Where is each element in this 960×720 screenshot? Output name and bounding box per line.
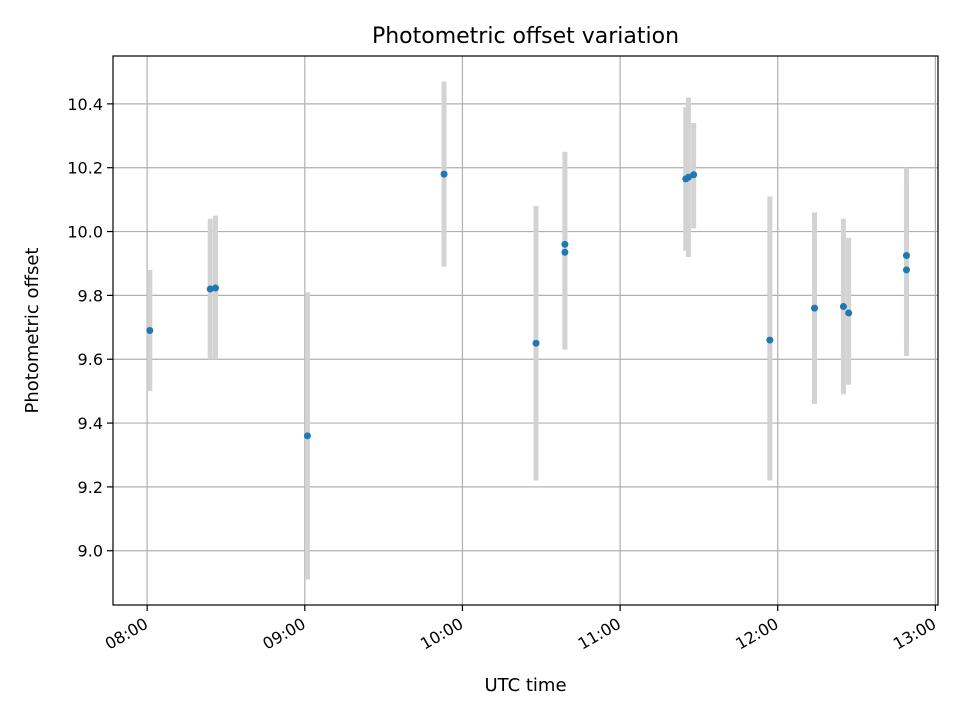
y-tick-label: 9.0 xyxy=(78,542,103,561)
y-tick-label: 9.8 xyxy=(78,286,103,305)
data-point xyxy=(532,339,540,347)
data-point xyxy=(811,304,819,312)
data-points xyxy=(146,170,910,440)
data-point xyxy=(561,248,569,256)
data-point xyxy=(206,285,214,293)
y-axis-ticks: 9.0 9.2 9.4 9.6 9.8 10.0 10.2 10.4 xyxy=(67,95,113,561)
y-tick-label: 10.0 xyxy=(67,223,103,242)
y-axis-label: Photometric offset xyxy=(22,248,43,414)
data-point xyxy=(902,251,910,259)
data-point xyxy=(440,170,448,178)
y-tick-label: 9.6 xyxy=(78,350,103,369)
data-point xyxy=(561,240,569,248)
plot-frame xyxy=(112,55,939,606)
data-point xyxy=(845,309,853,317)
x-axis-label: UTC time xyxy=(484,675,566,696)
y-tick-label: 10.2 xyxy=(67,159,103,178)
data-point xyxy=(766,336,774,344)
data-point xyxy=(211,284,219,292)
chart-title: Photometric offset variation xyxy=(372,24,679,49)
y-tick-label: 9.4 xyxy=(78,414,103,433)
data-point xyxy=(146,327,154,334)
data-point xyxy=(684,173,692,181)
grid-lines xyxy=(113,56,938,605)
y-tick-label: 10.4 xyxy=(67,95,103,114)
data-point xyxy=(839,303,847,311)
data-point xyxy=(902,266,910,274)
data-point xyxy=(690,171,698,179)
data-point xyxy=(303,432,311,440)
y-tick-label: 9.2 xyxy=(78,478,103,497)
